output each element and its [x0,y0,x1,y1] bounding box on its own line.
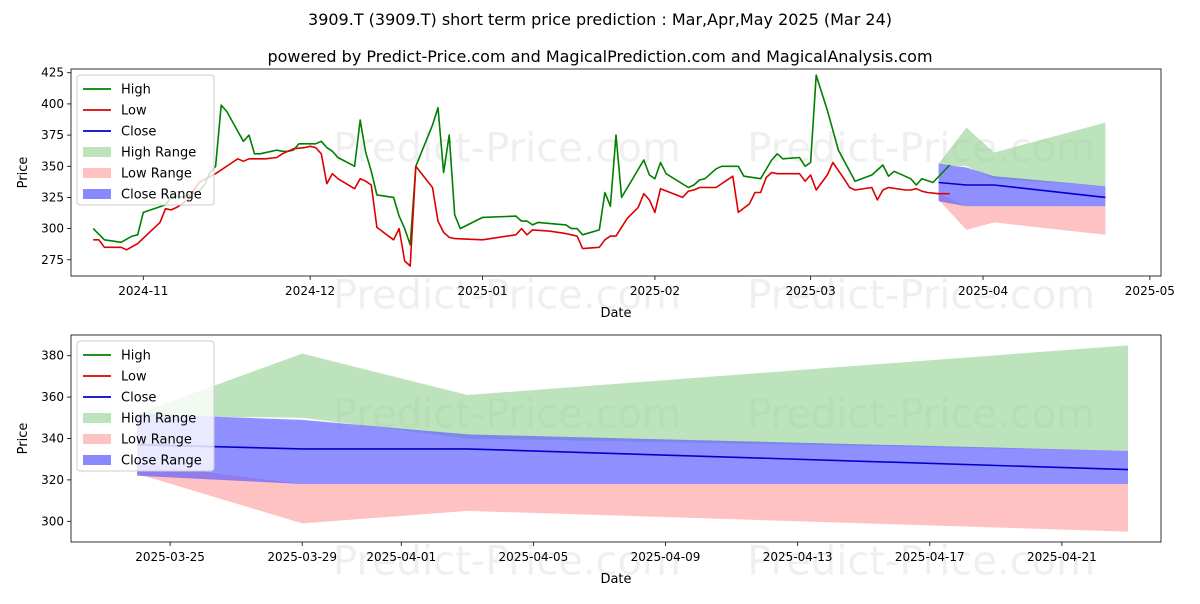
legend-label-close: Close [121,125,156,140]
legend-box [76,74,215,206]
legend-label-low-range: Low Range [121,433,192,448]
low-series-line [93,145,950,267]
y-tick-label: 300 [41,514,64,528]
watermark-text: Predict-Price.com [333,126,681,172]
close-range-band [938,163,1106,207]
legend-label-high: High [121,83,151,98]
legend-label-close: Close [121,391,156,406]
legend-swatch-close-range [83,189,111,199]
x-axis-label: Date [600,306,631,321]
y-tick-label: 360 [41,390,64,404]
watermark-text: Predict-Price.com [747,273,1095,319]
legend-swatch-high-range [83,147,111,157]
x-tick-label: 2024-12 [285,284,335,298]
x-tick-label: 2025-04-13 [763,550,833,564]
watermark-text: Predict-Price.com [747,539,1095,585]
y-tick-label: 380 [41,349,64,363]
high-range-band [938,122,1106,187]
x-axis-label: Date [600,572,631,587]
chart-title: 3909.T (3909.T) short term price predict… [308,10,892,29]
legend-swatch-close-range [83,455,111,465]
y-tick-label: 300 [41,222,64,236]
x-tick-label: 2025-02 [630,284,680,298]
legend-label-close-range: Close Range [121,188,202,203]
x-tick-label: 2024-11 [118,284,168,298]
legend-swatch-high-range [83,413,111,423]
y-tick-label: 275 [41,253,64,267]
x-tick-label: 2025-04-09 [631,550,701,564]
low-range-band [938,193,1106,235]
y-axis-label: Price [16,157,31,189]
y-tick-label: 340 [41,432,64,446]
close-forecast-line [938,181,1106,199]
watermark-text: Predict-Price.com [333,539,681,585]
history-chart-panel: Predict-Price.com Predict-Price.com Predic… [16,66,1175,321]
legend-swatch-low-range [83,434,111,444]
legend-swatch-low-range [83,168,111,178]
x-tick-label: 2025-03-29 [267,550,337,564]
close-range-band [137,413,1129,484]
x-tick-label: 2025-03-25 [135,550,205,564]
high-range-band [137,345,1129,451]
x-tick-label: 2025-05 [1125,284,1175,298]
legend-label-high-range: High Range [121,412,196,427]
plot-frame [70,68,1162,277]
legend-label-high-range: High Range [121,146,196,161]
low-range-band [137,463,1129,532]
high-series-line [92,74,951,246]
y-axis-label: Price [16,423,31,455]
y-tick-label: 425 [41,66,64,80]
watermark-text: Predict-Price.com [333,273,681,319]
x-tick-label: 2025-04-01 [366,550,436,564]
y-tick-label: 375 [41,128,64,142]
x-tick-label: 2025-04 [958,284,1008,298]
y-tick-label: 350 [41,159,64,173]
y-tick-label: 320 [41,473,64,487]
x-tick-label: 2025-01 [457,284,507,298]
legend-label-close-range: Close Range [121,454,202,469]
legend-label-high: High [121,349,151,364]
forecast-chart-panel: Predict-Price.comPredict-Price.comPredic… [16,334,1162,587]
y-tick-label: 400 [41,97,64,111]
legend-box [76,340,215,472]
x-tick-label: 2025-04-21 [1027,550,1097,564]
legend-label-low: Low [121,104,147,119]
close-forecast-line [137,443,1129,471]
x-tick-label: 2025-04-05 [499,550,569,564]
y-tick-label: 325 [41,190,64,204]
legend-label-low: Low [121,370,147,385]
chart-subtitle: powered by Predict-Price.com and Magical… [267,47,932,66]
legend-label-low-range: Low Range [121,167,192,182]
x-tick-label: 2025-03 [786,284,836,298]
x-tick-label: 2025-04-17 [895,550,965,564]
